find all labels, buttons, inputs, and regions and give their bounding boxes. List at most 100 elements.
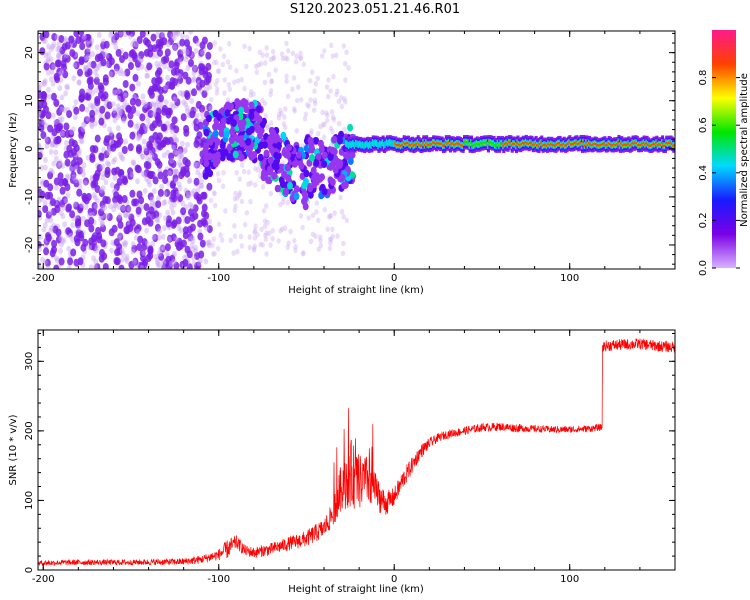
spectrogram-cell <box>260 97 265 104</box>
spectrogram-cell <box>239 243 245 249</box>
spectrogram-cell <box>298 50 303 57</box>
snr-plot-area <box>38 330 675 570</box>
spectrogram-cell <box>262 218 268 224</box>
spectrogram-cell <box>318 123 323 130</box>
spectrogram-cell <box>96 231 103 240</box>
spectrogram-cell <box>88 216 95 225</box>
spectrogram-cell <box>102 51 107 58</box>
spectrogram-cell <box>113 257 120 266</box>
spectrogram-cell <box>116 177 123 186</box>
spectrogram-cell <box>87 244 93 251</box>
spectrogram-cell <box>198 182 204 189</box>
spectrogram-cell <box>73 234 80 243</box>
spectrogram-cell <box>115 114 120 121</box>
spectrogram-cell <box>238 153 245 162</box>
spectrogram-cell <box>76 166 83 175</box>
spectrogram-cell <box>183 101 189 108</box>
spectrogram-cell <box>38 119 45 128</box>
spectrogram-cell <box>178 227 184 234</box>
spectrogram-cell <box>172 258 177 265</box>
spectrogram-cell <box>187 233 194 242</box>
spectrogram-cell <box>127 62 134 70</box>
spectrogram-cell <box>145 240 150 247</box>
spectrogram-cell <box>172 174 179 183</box>
spectrogram-cell <box>193 247 199 254</box>
spectrogram-cell <box>53 72 60 81</box>
spectrogram-cell <box>38 265 43 269</box>
spectrogram-cell <box>55 235 62 244</box>
spectrogram-cell <box>87 62 92 68</box>
spectrogram-cell <box>72 114 78 121</box>
spectrogram-cell <box>309 154 315 162</box>
spectrogram-cell <box>133 123 139 130</box>
spectrogram-cell <box>206 152 213 161</box>
spectrogram-cell <box>43 157 48 163</box>
spectrogram-cell <box>165 74 171 81</box>
spectrogram-cell <box>189 110 196 119</box>
spectrogram-cell <box>173 125 180 134</box>
spectrogram-cell <box>283 187 289 196</box>
spectrogram-cell <box>98 84 105 93</box>
spectrogram-cell <box>315 153 322 161</box>
spectrogram-cell <box>321 122 326 128</box>
spectrogram-cell <box>93 194 98 201</box>
spectrogram-cell <box>116 88 121 95</box>
spectrogram-cell <box>241 168 247 175</box>
spectrogram-cell <box>42 38 48 45</box>
spectrogram-cell <box>195 100 202 109</box>
spectrogram-cell <box>94 44 100 51</box>
spectrogram-cell <box>137 134 143 141</box>
spectrogram-cell <box>207 137 214 146</box>
spectrogram-cell <box>341 213 346 220</box>
spectrogram-cell <box>110 34 116 41</box>
spectrogram-cell <box>203 258 209 265</box>
spectrogram-cell <box>58 210 64 217</box>
spectrogram-cell <box>116 214 123 223</box>
spectrogram-cell <box>166 180 172 187</box>
spectrogram-cell <box>49 68 55 75</box>
spectrogram-cell <box>271 55 276 62</box>
spectrogram-cell <box>325 226 330 232</box>
spectrogram-cell <box>162 169 169 178</box>
spectrogram-cell <box>201 203 208 212</box>
spectrogram-cell <box>91 192 97 199</box>
spectrogram-cell <box>112 117 118 124</box>
spectrogram-cell <box>332 166 339 174</box>
spectrogram-cell <box>145 117 151 124</box>
spectrogram-cell <box>303 169 310 178</box>
spectrogram-cell <box>116 203 122 210</box>
spectrogram-cell <box>185 49 190 55</box>
spectrogram-cell <box>68 232 73 239</box>
spectrogram-cell <box>173 149 178 156</box>
spectrogram-cell <box>203 159 210 168</box>
spectrogram-cell <box>343 61 348 67</box>
spectrogram-cell <box>136 55 142 62</box>
spectrogram-cell <box>192 204 199 213</box>
spectrogram-cell <box>252 243 257 249</box>
spectrogram-cell <box>79 42 86 51</box>
spectrogram-cell <box>98 208 104 217</box>
spectrogram-cell <box>48 76 54 83</box>
spectrogram-cell <box>156 118 163 127</box>
spectrogram-cell <box>106 213 113 222</box>
spectrogram-cell <box>234 170 239 176</box>
spectrogram-cell <box>139 153 145 160</box>
snr-x-tick-label: -200 <box>32 574 55 585</box>
spectrogram-cell <box>282 114 287 120</box>
spectrogram-cell <box>211 251 216 257</box>
spectrogram-cell <box>56 51 62 58</box>
spectrogram-cell <box>70 222 76 229</box>
spectrogram-cell <box>290 86 295 92</box>
spectrogram-cell <box>70 248 77 257</box>
spectrogram-cell <box>206 42 213 50</box>
spectrogram-cell <box>148 206 155 215</box>
spectrogram-cell <box>155 217 161 224</box>
spectrogram-cell <box>174 67 181 76</box>
spectrogram-cell <box>117 70 123 77</box>
spectrogram-cell <box>122 92 128 99</box>
spectrogram-cell <box>175 190 181 197</box>
spectrogram-cell <box>113 44 119 51</box>
spectrogram-cell <box>47 191 54 200</box>
spectrogram-cell <box>135 228 141 235</box>
spectrogram-cell <box>260 242 265 248</box>
